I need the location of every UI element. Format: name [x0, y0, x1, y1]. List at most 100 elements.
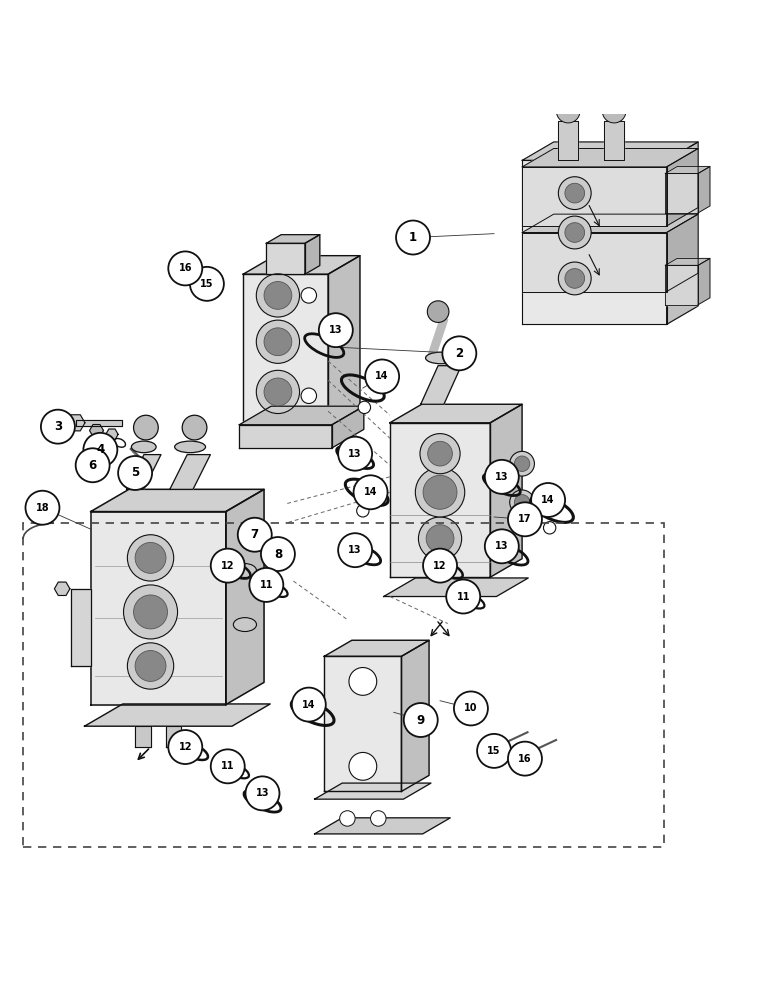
Polygon shape [604, 121, 624, 160]
Circle shape [477, 734, 511, 768]
Circle shape [264, 378, 292, 406]
Circle shape [508, 742, 542, 776]
Circle shape [358, 401, 371, 414]
Circle shape [423, 549, 457, 583]
Circle shape [168, 730, 202, 764]
Polygon shape [314, 818, 450, 834]
Circle shape [446, 580, 480, 613]
Circle shape [543, 522, 556, 534]
Text: 11: 11 [456, 591, 470, 601]
Circle shape [76, 448, 110, 482]
Text: 12: 12 [178, 742, 192, 752]
Circle shape [427, 301, 449, 322]
Polygon shape [522, 142, 698, 160]
Polygon shape [390, 404, 522, 423]
Text: 12: 12 [221, 561, 235, 571]
Polygon shape [127, 455, 161, 489]
Polygon shape [106, 429, 118, 440]
Text: 13: 13 [495, 541, 509, 551]
Circle shape [83, 433, 117, 467]
Polygon shape [522, 167, 666, 226]
Circle shape [371, 811, 386, 826]
Circle shape [396, 221, 430, 255]
Polygon shape [665, 167, 710, 173]
Polygon shape [665, 258, 710, 265]
Polygon shape [166, 726, 181, 747]
Polygon shape [421, 366, 461, 404]
Text: 15: 15 [487, 746, 501, 756]
Text: 10: 10 [464, 703, 478, 713]
Circle shape [602, 99, 626, 123]
Ellipse shape [233, 564, 256, 577]
Circle shape [558, 262, 591, 295]
Text: 13: 13 [256, 788, 269, 798]
Circle shape [127, 535, 174, 581]
Polygon shape [305, 235, 320, 274]
Text: 13: 13 [329, 325, 343, 335]
Polygon shape [522, 160, 666, 324]
Bar [23, 523, 664, 847]
Polygon shape [71, 589, 90, 666]
Text: 13: 13 [348, 449, 362, 459]
Circle shape [135, 542, 166, 573]
Polygon shape [666, 142, 698, 324]
Circle shape [349, 668, 377, 695]
Circle shape [118, 456, 152, 490]
Circle shape [531, 483, 565, 517]
Circle shape [514, 456, 530, 471]
Circle shape [301, 288, 317, 303]
Text: 8: 8 [274, 548, 282, 561]
Polygon shape [428, 319, 448, 354]
Circle shape [404, 703, 438, 737]
Circle shape [275, 548, 284, 557]
Text: 5: 5 [131, 466, 139, 479]
Circle shape [418, 517, 462, 560]
Circle shape [510, 490, 534, 515]
Polygon shape [170, 455, 210, 489]
Polygon shape [324, 640, 429, 656]
Circle shape [565, 269, 584, 288]
Circle shape [211, 549, 245, 583]
Text: 13: 13 [348, 545, 362, 555]
Circle shape [338, 533, 372, 567]
Circle shape [349, 752, 377, 780]
Polygon shape [90, 425, 103, 437]
Polygon shape [135, 726, 151, 747]
Text: 9: 9 [417, 714, 425, 727]
Ellipse shape [202, 291, 215, 299]
Circle shape [442, 336, 476, 370]
Polygon shape [332, 406, 364, 448]
Text: 11: 11 [221, 761, 235, 771]
Polygon shape [183, 266, 198, 279]
Polygon shape [90, 489, 264, 512]
Circle shape [211, 749, 245, 783]
Polygon shape [698, 258, 710, 305]
Polygon shape [522, 214, 698, 233]
Text: 6: 6 [89, 459, 96, 472]
Text: 16: 16 [178, 263, 192, 273]
Text: 14: 14 [364, 487, 378, 497]
Circle shape [245, 776, 279, 810]
Circle shape [182, 415, 207, 440]
Circle shape [190, 267, 224, 301]
Circle shape [454, 691, 488, 725]
Polygon shape [401, 640, 429, 791]
Polygon shape [243, 274, 328, 425]
Text: 14: 14 [375, 371, 389, 381]
Circle shape [365, 359, 399, 393]
Polygon shape [666, 214, 698, 292]
Circle shape [420, 434, 460, 474]
Circle shape [41, 410, 75, 444]
Text: 14: 14 [302, 700, 316, 710]
Polygon shape [314, 783, 431, 799]
Circle shape [256, 274, 300, 317]
Ellipse shape [425, 352, 456, 364]
Circle shape [510, 451, 534, 476]
Text: 11: 11 [259, 580, 273, 590]
Circle shape [319, 313, 353, 347]
Text: 18: 18 [36, 503, 49, 513]
Ellipse shape [174, 441, 205, 453]
Polygon shape [266, 243, 305, 274]
Circle shape [514, 495, 530, 510]
Circle shape [261, 537, 295, 571]
